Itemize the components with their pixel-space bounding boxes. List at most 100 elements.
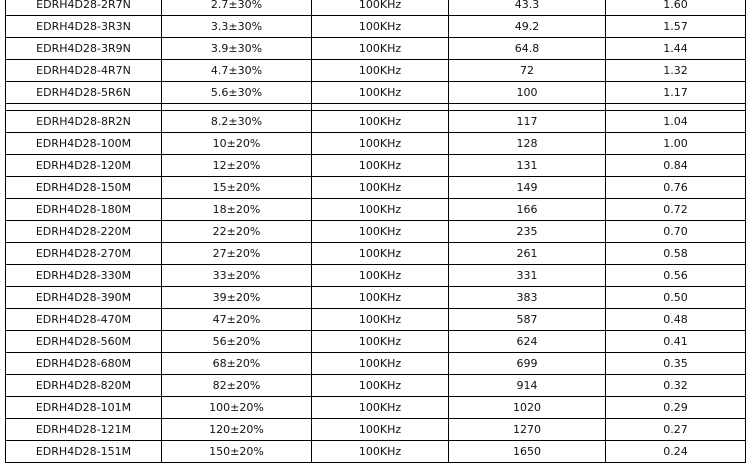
current-cell: 1.17 <box>605 81 746 104</box>
table-row: EDRH4D28-560M 56±20% 100KHz 624 0.41 <box>5 330 746 353</box>
current-cell <box>605 103 746 111</box>
test-frequency-cell: 100KHz <box>311 330 449 353</box>
test-frequency-cell: 100KHz <box>311 264 449 287</box>
table-row: EDRH4D28-8R2N 8.2±30% 100KHz 117 1.04 <box>5 110 746 133</box>
current-cell: 1.44 <box>605 37 746 60</box>
part-number-cell: EDRH4D28-151M <box>5 440 162 463</box>
part-number-cell: EDRH4D28-330M <box>5 264 162 287</box>
inductance-cell: 10±20% <box>161 132 312 155</box>
table-row: EDRH4D28-470M 47±20% 100KHz 587 0.48 <box>5 308 746 331</box>
test-frequency-cell: 100KHz <box>311 352 449 375</box>
inductance-cell: 5.6±30% <box>161 81 312 104</box>
table-row: EDRH4D28-820M 82±20% 100KHz 914 0.32 <box>5 374 746 397</box>
test-frequency-cell: 100KHz <box>311 418 449 441</box>
dcr-cell: 261 <box>448 242 606 265</box>
current-cell: 1.32 <box>605 59 746 82</box>
current-cell: 0.48 <box>605 308 746 331</box>
part-number-cell: EDRH4D28-680M <box>5 352 162 375</box>
test-frequency-cell <box>311 103 449 111</box>
current-cell: 0.56 <box>605 264 746 287</box>
part-number-cell: EDRH4D28-270M <box>5 242 162 265</box>
current-cell: 1.00 <box>605 132 746 155</box>
table-row: EDRH4D28-390M 39±20% 100KHz 383 0.50 <box>5 286 746 309</box>
current-cell: 1.04 <box>605 110 746 133</box>
part-number-cell: EDRH4D28-220M <box>5 220 162 243</box>
current-cell: 0.27 <box>605 418 746 441</box>
inductance-cell: 18±20% <box>161 198 312 221</box>
spacer-row <box>5 103 746 111</box>
inductance-cell: 39±20% <box>161 286 312 309</box>
inductance-cell: 33±20% <box>161 264 312 287</box>
inductance-cell: 22±20% <box>161 220 312 243</box>
table-row: EDRH4D28-121M 120±20% 100KHz 1270 0.27 <box>5 418 746 441</box>
part-number-cell: EDRH4D28-5R6N <box>5 81 162 104</box>
dcr-cell: 117 <box>448 110 606 133</box>
part-number-cell: EDRH4D28-180M <box>5 198 162 221</box>
current-cell: 0.58 <box>605 242 746 265</box>
current-cell: 0.70 <box>605 220 746 243</box>
part-number-cell: EDRH4D28-470M <box>5 308 162 331</box>
current-cell: 0.24 <box>605 440 746 463</box>
test-frequency-cell: 100KHz <box>311 242 449 265</box>
inductance-cell <box>161 103 312 111</box>
test-frequency-cell: 100KHz <box>311 15 449 38</box>
dcr-cell: 624 <box>448 330 606 353</box>
test-frequency-cell: 100KHz <box>311 110 449 133</box>
part-number-cell: EDRH4D28-150M <box>5 176 162 199</box>
inductance-cell: 47±20% <box>161 308 312 331</box>
dcr-cell: 128 <box>448 132 606 155</box>
table-row: EDRH4D28-3R9N 3.9±30% 100KHz 64.8 1.44 <box>5 37 746 60</box>
current-cell: 1.57 <box>605 15 746 38</box>
dcr-cell: 149 <box>448 176 606 199</box>
current-cell: 0.50 <box>605 286 746 309</box>
test-frequency-cell: 100KHz <box>311 396 449 419</box>
current-cell: 0.35 <box>605 352 746 375</box>
test-frequency-cell: 100KHz <box>311 308 449 331</box>
table-row: EDRH4D28-2R7N 2.7±30% 100KHz 43.3 1.60 <box>5 0 746 16</box>
table-row: EDRH4D28-4R7N 4.7±30% 100KHz 72 1.32 <box>5 59 746 82</box>
dcr-cell: 166 <box>448 198 606 221</box>
part-number-cell <box>5 103 162 111</box>
inductance-cell: 68±20% <box>161 352 312 375</box>
table-row: EDRH4D28-5R6N 5.6±30% 100KHz 100 1.17 <box>5 81 746 104</box>
part-number-cell: EDRH4D28-820M <box>5 374 162 397</box>
current-cell: 0.32 <box>605 374 746 397</box>
dcr-cell: 64.8 <box>448 37 606 60</box>
table-row: EDRH4D28-680M 68±20% 100KHz 699 0.35 <box>5 352 746 375</box>
test-frequency-cell: 100KHz <box>311 81 449 104</box>
inductance-cell: 3.3±30% <box>161 15 312 38</box>
dcr-cell: 699 <box>448 352 606 375</box>
inductance-cell: 27±20% <box>161 242 312 265</box>
test-frequency-cell: 100KHz <box>311 59 449 82</box>
inductance-cell: 56±20% <box>161 330 312 353</box>
current-cell: 0.84 <box>605 154 746 177</box>
dcr-cell: 383 <box>448 286 606 309</box>
table-row: EDRH4D28-270M 27±20% 100KHz 261 0.58 <box>5 242 746 265</box>
current-cell: 0.72 <box>605 198 746 221</box>
inductor-spec-table: EDRH4D28-2R7N 2.7±30% 100KHz 43.3 1.60 EDRH4D… <box>5 0 746 463</box>
part-number-cell: EDRH4D28-3R3N <box>5 15 162 38</box>
test-frequency-cell: 100KHz <box>311 440 449 463</box>
inductance-cell: 3.9±30% <box>161 37 312 60</box>
current-cell: 1.60 <box>605 0 746 16</box>
part-number-cell: EDRH4D28-560M <box>5 330 162 353</box>
test-frequency-cell: 100KHz <box>311 154 449 177</box>
current-cell: 0.29 <box>605 396 746 419</box>
dcr-cell: 235 <box>448 220 606 243</box>
inductance-cell: 12±20% <box>161 154 312 177</box>
dcr-cell: 131 <box>448 154 606 177</box>
current-cell: 0.76 <box>605 176 746 199</box>
inductance-cell: 8.2±30% <box>161 110 312 133</box>
inductance-cell: 15±20% <box>161 176 312 199</box>
test-frequency-cell: 100KHz <box>311 220 449 243</box>
part-number-cell: EDRH4D28-121M <box>5 418 162 441</box>
part-number-cell: EDRH4D28-390M <box>5 286 162 309</box>
inductance-cell: 150±20% <box>161 440 312 463</box>
inductance-cell: 82±20% <box>161 374 312 397</box>
part-number-cell: EDRH4D28-8R2N <box>5 110 162 133</box>
dcr-cell: 1650 <box>448 440 606 463</box>
inductance-cell: 2.7±30% <box>161 0 312 16</box>
table-row: EDRH4D28-151M 150±20% 100KHz 1650 0.24 <box>5 440 746 463</box>
table-row: EDRH4D28-120M 12±20% 100KHz 131 0.84 <box>5 154 746 177</box>
test-frequency-cell: 100KHz <box>311 198 449 221</box>
